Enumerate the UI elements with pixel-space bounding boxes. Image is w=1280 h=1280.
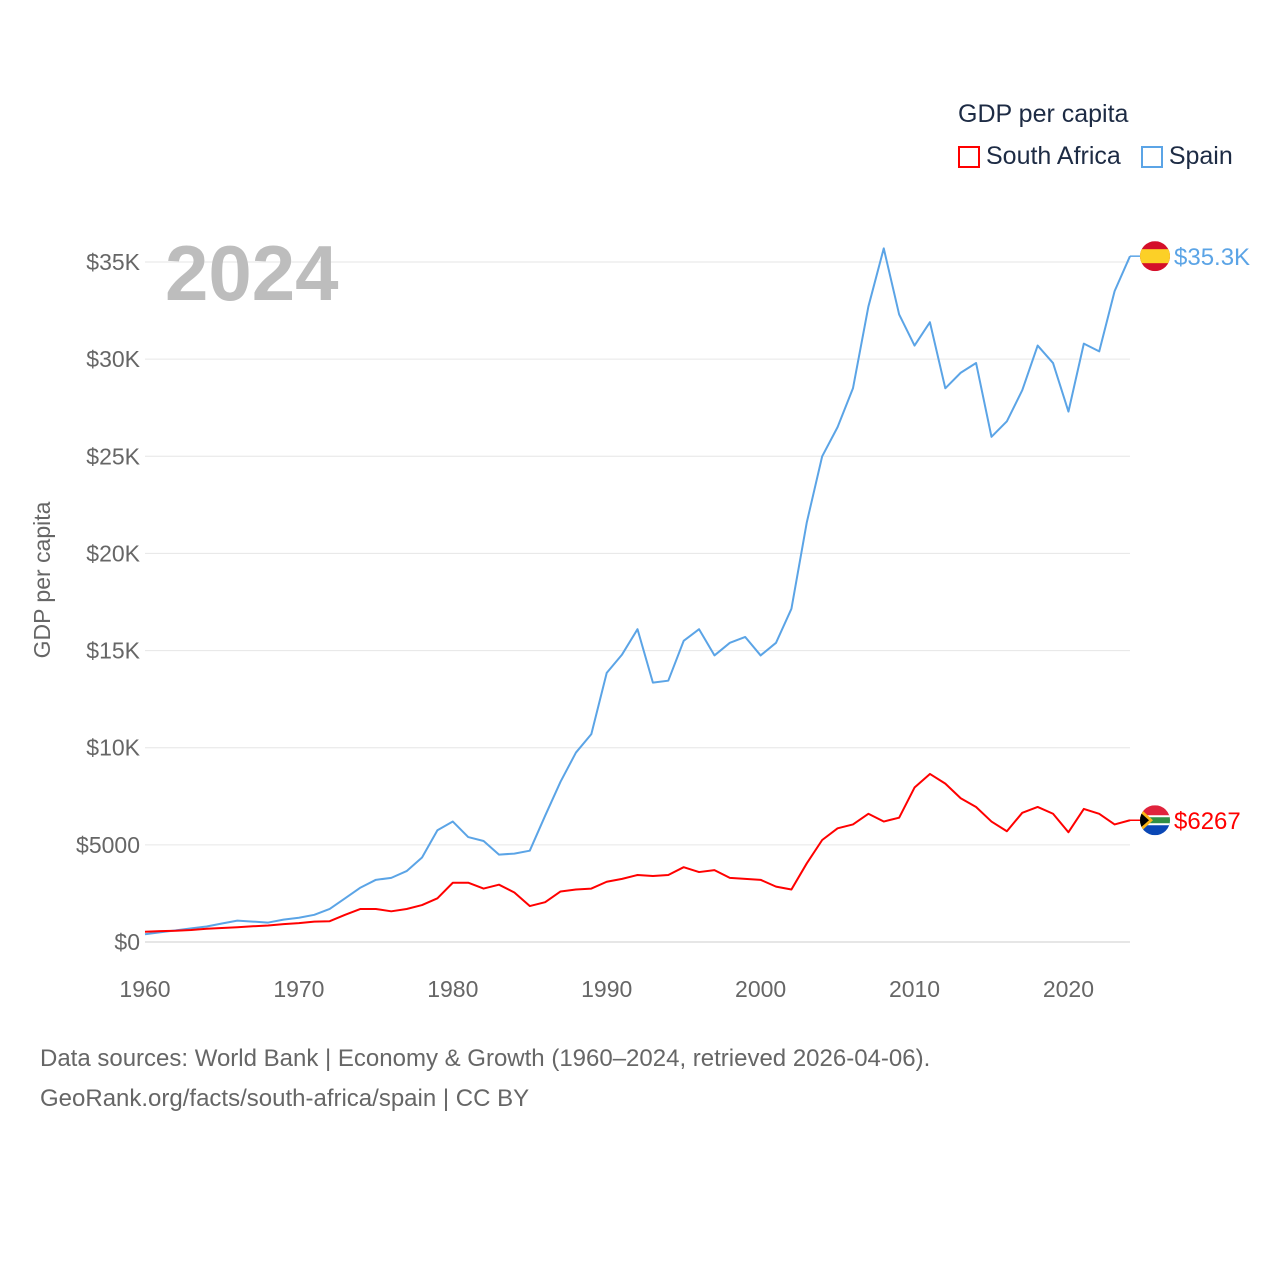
y-tick-label: $0	[114, 929, 140, 955]
spain-flag-icon	[1140, 241, 1170, 272]
y-axis-label: GDP per capita	[29, 501, 55, 658]
series-line-south-africa	[144, 772, 1131, 933]
end-value-label: $6267	[1174, 808, 1241, 835]
legend: South Africa Spain	[958, 142, 1233, 171]
footer-sources: Data sources: World Bank | Economy & Gro…	[40, 1045, 931, 1072]
x-tick-label: 2000	[735, 976, 786, 1002]
y-tick-label: $25K	[86, 443, 140, 469]
legend-label: Spain	[1168, 142, 1233, 170]
end-value-label: $35.3K	[1174, 244, 1250, 271]
x-tick-label: 2010	[889, 976, 940, 1002]
y-tick-label: $5000	[76, 832, 140, 858]
y-tick-label: $10K	[86, 735, 140, 761]
series-line-spain	[144, 247, 1131, 936]
x-tick-label: 1990	[581, 976, 632, 1002]
legend-swatch	[1140, 145, 1163, 168]
x-tick-label: 2020	[1043, 976, 1094, 1002]
legend-item-spain[interactable]: Spain	[1140, 142, 1233, 171]
x-tick-label: 1980	[427, 976, 478, 1002]
y-tick-label: $15K	[86, 638, 140, 664]
footer-link[interactable]: GeoRank.org/facts/south-africa/spain | C…	[40, 1085, 530, 1112]
y-tick-label: $30K	[86, 346, 140, 372]
x-tick-label: 1960	[119, 976, 170, 1002]
legend-item-south-africa[interactable]: South Africa	[958, 142, 1121, 171]
legend-label: South Africa	[986, 142, 1121, 170]
y-tick-label: $35K	[86, 249, 140, 275]
legend-swatch	[958, 145, 980, 168]
year-label: 2024	[165, 229, 339, 317]
legend-title: GDP per capita	[958, 100, 1129, 128]
x-tick-label: 1970	[273, 976, 324, 1002]
y-tick-label: $20K	[86, 540, 140, 566]
south-africa-flag-icon	[1140, 805, 1170, 836]
